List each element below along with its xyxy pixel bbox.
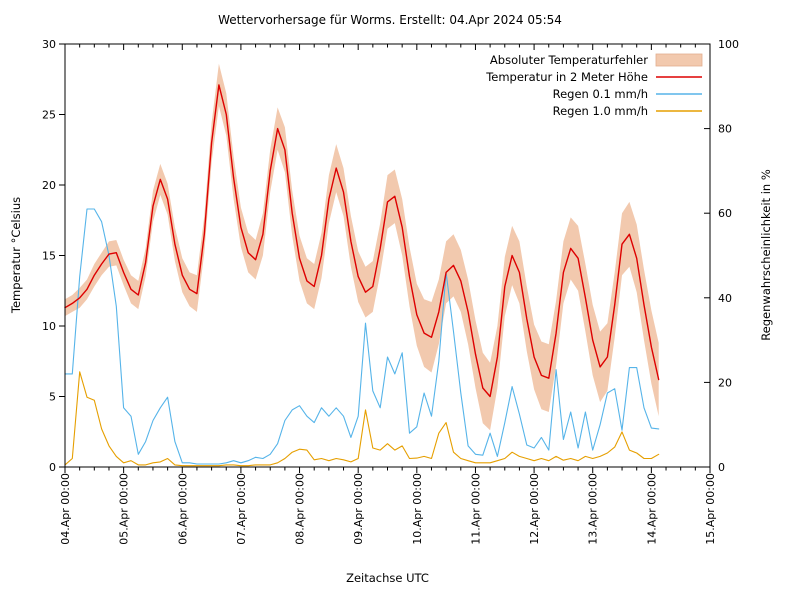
y-right-tick-label: 20 [718, 376, 732, 389]
x-tick-label: 07.Apr 00:00 [235, 473, 248, 545]
x-tick-label: 04.Apr 00:00 [59, 473, 72, 545]
temperature-line [64, 84, 660, 398]
x-tick-label: 08.Apr 00:00 [294, 473, 307, 545]
x-tick-label: 11.Apr 00:00 [469, 473, 482, 545]
rain-10mmh-line [64, 371, 660, 467]
temperature-error-band [65, 63, 659, 431]
y-right-tick-label: 80 [718, 123, 732, 136]
y-left-tick-label: 30 [42, 38, 56, 51]
y-right-tick-label: 60 [718, 207, 732, 220]
y-left-tick-label: 15 [42, 250, 56, 263]
x-tick-label: 15.Apr 00:00 [704, 473, 717, 545]
legend-label: Temperatur in 2 Meter Höhe [485, 70, 648, 84]
legend-label: Regen 0.1 mm/h [553, 87, 648, 101]
x-tick-label: 12.Apr 00:00 [528, 473, 541, 545]
y-left-tick-label: 25 [42, 109, 56, 122]
legend-label: Absoluter Temperaturfehler [490, 53, 648, 67]
x-tick-label: 05.Apr 00:00 [118, 473, 131, 545]
y-left-tick-label: 20 [42, 179, 56, 192]
x-tick-label: 09.Apr 00:00 [352, 473, 365, 545]
y-right-tick-label: 100 [718, 38, 739, 51]
y-axis-title-right: Regenwahrscheinlichkeit in % [759, 169, 773, 341]
rain-01mmh-line [64, 208, 660, 465]
chart-title: Wettervorhersage für Worms. Erstellt: 04… [218, 13, 562, 27]
y-left-tick-label: 0 [49, 461, 56, 474]
y-axis-title-left: Temperatur °Celsius [9, 196, 23, 314]
x-tick-label: 06.Apr 00:00 [176, 473, 189, 545]
legend-label: Regen 1.0 mm/h [553, 104, 648, 118]
y-right-tick-label: 40 [718, 292, 732, 305]
x-tick-label: 13.Apr 00:00 [587, 473, 600, 545]
x-tick-label: 14.Apr 00:00 [645, 473, 658, 545]
y-left-tick-label: 5 [49, 391, 56, 404]
x-tick-label: 10.Apr 00:00 [411, 473, 424, 545]
legend-band-swatch [655, 53, 703, 67]
y-left-tick-label: 10 [42, 320, 56, 333]
y-right-tick-label: 0 [718, 461, 725, 474]
x-axis-title: Zeitachse UTC [346, 571, 429, 585]
